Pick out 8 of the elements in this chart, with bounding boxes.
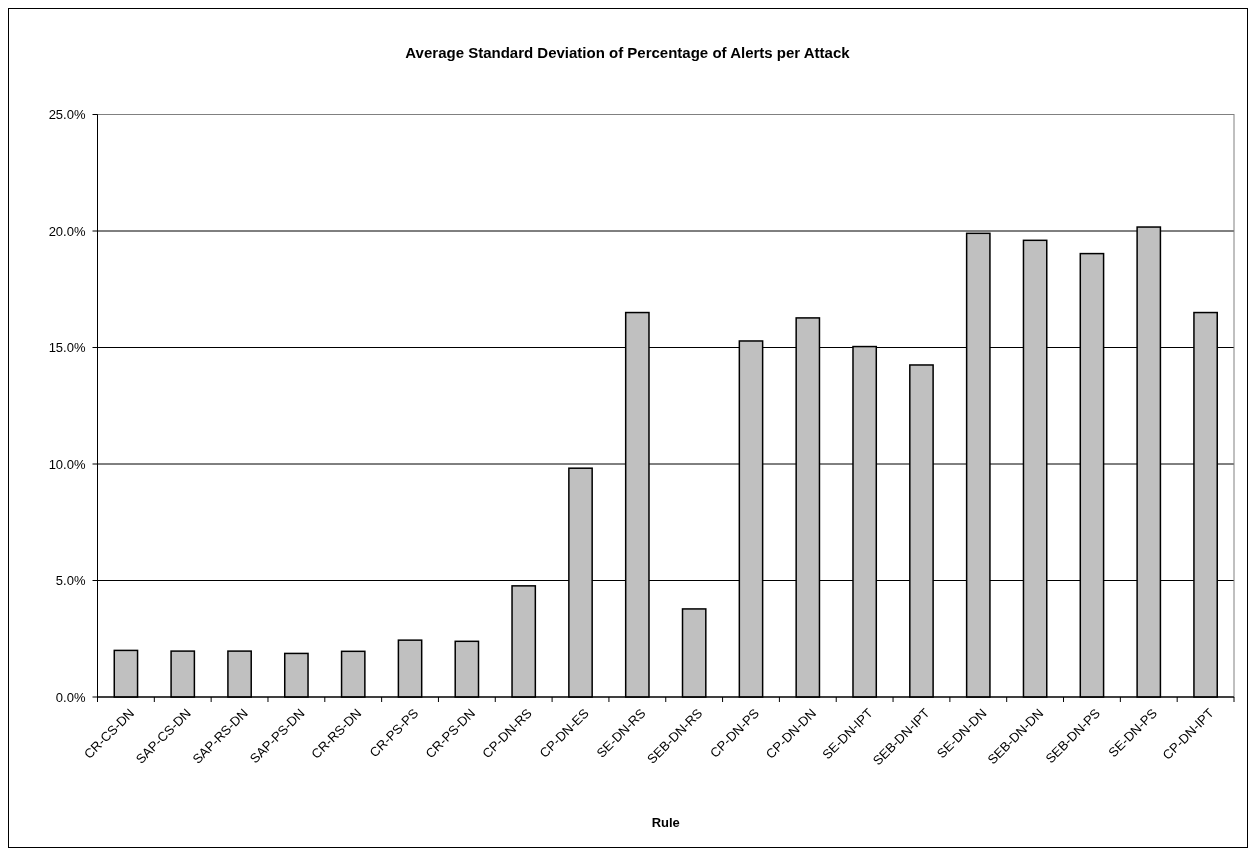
y-tick-label: 25.0% [48, 107, 86, 123]
y-tick-label: 5.0% [55, 573, 86, 589]
x-axis-title: Rule [651, 815, 680, 830]
y-tick-label: 10.0% [48, 456, 86, 472]
y-tick-label: 15.0% [48, 340, 86, 356]
y-tick-label: 0.0% [55, 689, 86, 705]
y-tick-label: 20.0% [48, 223, 86, 239]
chart-title: Average Standard Deviation of Percentage of Alerts per Attack [405, 44, 851, 61]
